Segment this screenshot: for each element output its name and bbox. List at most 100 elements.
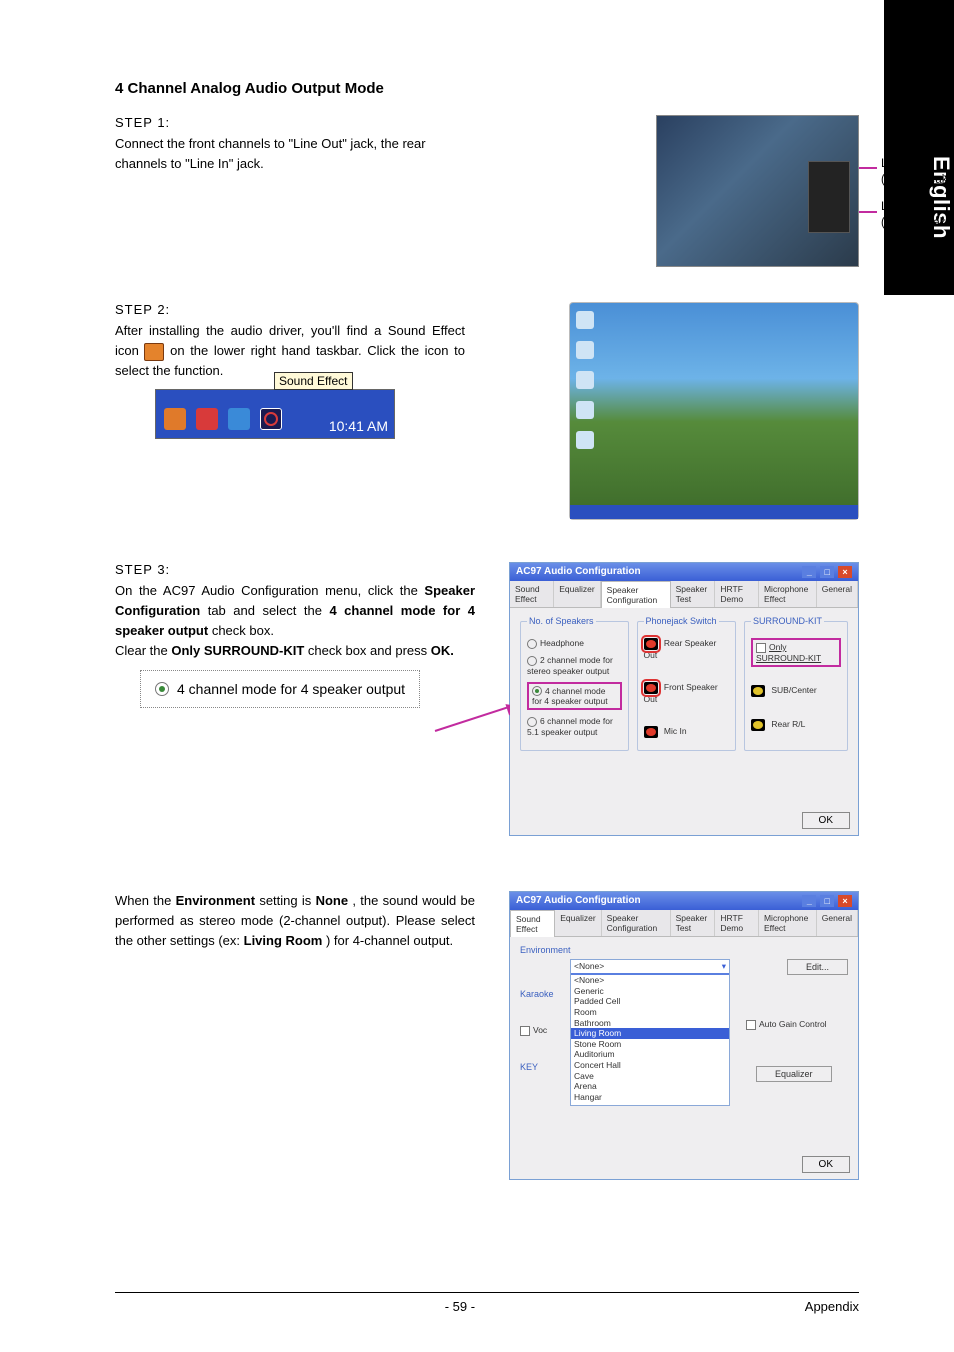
voc-checkbox[interactable]	[520, 1026, 530, 1036]
section-title: 4 Channel Analog Audio Output Mode	[115, 80, 859, 97]
led-sub	[751, 685, 765, 697]
maximize-icon[interactable]: □	[820, 566, 834, 578]
minimize-icon[interactable]: _	[802, 566, 816, 578]
line-out-sub: (Front Speaker Out)	[881, 172, 954, 188]
jack-photo	[656, 115, 859, 267]
equalizer-button[interactable]: Equalizer	[756, 1066, 832, 1082]
env-option[interactable]: Bathroom	[571, 1018, 729, 1029]
taskbar-time: 10:41 AM	[329, 418, 388, 434]
close-icon[interactable]: ×	[838, 566, 852, 578]
side-tab-english: English	[884, 0, 954, 295]
env-option[interactable]: Auditorium	[571, 1049, 729, 1060]
sound-effect-icon	[144, 343, 164, 361]
tab-hrtf[interactable]: HRTF Demo	[715, 910, 759, 936]
tab-sound-effect[interactable]: Sound Effect	[510, 581, 554, 607]
step2-label: STEP 2:	[115, 302, 465, 317]
taskbar-zoom-image: Sound Effect 10:41 AM	[155, 389, 395, 439]
env-option[interactable]: Stone Room	[571, 1039, 729, 1050]
env-option[interactable]: <None>	[571, 975, 729, 986]
ok-button[interactable]: OK	[802, 812, 850, 829]
radio-headphone[interactable]	[527, 639, 537, 649]
radio-6ch[interactable]	[527, 717, 537, 727]
opt-6ch: 6 channel mode for 5.1 speaker output	[527, 716, 613, 737]
tab-speaker-config[interactable]: Speaker Configuration	[601, 581, 671, 608]
step3-line2-c: check box and press	[308, 643, 431, 658]
auto-gain-label: Auto Gain Control	[759, 1019, 827, 1029]
env-option[interactable]: Generic	[571, 986, 729, 997]
tab-equalizer[interactable]: Equalizer	[554, 581, 600, 607]
radio-snippet: 4 channel mode for 4 speaker output	[140, 670, 420, 708]
group-no-speakers: No. of Speakers	[527, 616, 596, 626]
step3-only-surround: Only SURROUND-KIT	[171, 643, 304, 658]
environment-selected: <None>	[574, 961, 604, 972]
opt-2ch: 2 channel mode for stereo speaker output	[527, 655, 613, 676]
radio-4ch[interactable]	[532, 686, 542, 696]
environment-dropdown[interactable]: <None> ▾ <None>GenericPadded CellRoomBat…	[570, 959, 730, 1106]
step3-line1-a: On the AC97 Audio Configuration menu, cl…	[115, 583, 424, 598]
step3-line1-e: check box.	[212, 623, 274, 638]
environment-label: Environment	[520, 945, 848, 955]
env-option[interactable]: Living Room	[571, 1028, 729, 1039]
step3-ok: OK.	[431, 643, 454, 658]
tray-icon	[164, 408, 186, 430]
minimize-icon[interactable]: _	[802, 895, 816, 907]
page-number: - 59 -	[445, 1299, 475, 1314]
opt-headphone: Headphone	[540, 638, 584, 648]
tray-icon	[228, 408, 250, 430]
step3-line1-c: tab and select the	[208, 603, 330, 618]
env-option[interactable]: Concert Hall	[571, 1060, 729, 1071]
tab-speaker-config[interactable]: Speaker Configuration	[602, 910, 671, 936]
led-mic	[644, 726, 658, 738]
opt-4ch: 4 channel mode for 4 speaker output	[532, 686, 608, 707]
label-rear-rl: Rear R/L	[771, 719, 805, 729]
tab-general[interactable]: General	[817, 581, 858, 607]
key-label: KEY	[520, 1062, 560, 1072]
env-b: Environment	[176, 893, 255, 908]
tab-hrtf[interactable]: HRTF Demo	[715, 581, 759, 607]
checkbox-only-surround[interactable]	[756, 643, 766, 653]
tab-speaker-test[interactable]: Speaker Test	[671, 910, 716, 936]
line-in-label: Line In	[881, 198, 954, 215]
step3-label: STEP 3:	[115, 562, 475, 577]
ac97-title: AC97 Audio Configuration	[516, 566, 641, 578]
maximize-icon[interactable]: □	[820, 895, 834, 907]
label-mic-in: Mic In	[664, 726, 687, 736]
tab-mic-effect[interactable]: Microphone Effect	[759, 910, 817, 936]
label-sub-center: SUB/Center	[771, 685, 816, 695]
tab-sound-effect[interactable]: Sound Effect	[510, 910, 555, 937]
env-option[interactable]: Room	[571, 1007, 729, 1018]
tray-icon	[196, 408, 218, 430]
group-surround-kit: SURROUND-KIT	[751, 616, 824, 626]
ac97-title-2: AC97 Audio Configuration	[516, 895, 641, 907]
env-option[interactable]: Hangar	[571, 1092, 729, 1103]
radio-icon	[155, 682, 169, 696]
env-option[interactable]: Arena	[571, 1081, 729, 1092]
env-c: setting is	[259, 893, 315, 908]
chevron-down-icon[interactable]: ▾	[722, 961, 726, 972]
tab-equalizer[interactable]: Equalizer	[555, 910, 601, 936]
edit-button[interactable]: Edit...	[787, 959, 848, 975]
sound-effect-tray-icon	[260, 408, 282, 430]
karaoke-label: Karaoke	[520, 989, 560, 999]
env-d: None	[316, 893, 349, 908]
env-option[interactable]: Cave	[571, 1071, 729, 1082]
footer-section: Appendix	[805, 1299, 859, 1314]
group-phonejack: Phonejack Switch	[644, 616, 719, 626]
step1-label: STEP 1:	[115, 115, 465, 130]
env-g: ) for 4-channel output.	[326, 933, 453, 948]
auto-gain-checkbox[interactable]	[746, 1020, 756, 1030]
env-option[interactable]: Padded Cell	[571, 996, 729, 1007]
tab-mic-effect[interactable]: Microphone Effect	[759, 581, 817, 607]
step1-text: Connect the front channels to "Line Out"…	[115, 134, 465, 174]
radio-2ch[interactable]	[527, 656, 537, 666]
sound-effect-tooltip: Sound Effect	[274, 372, 353, 390]
ac97-dialog-soundeffect: AC97 Audio Configuration _ □ × Sound Eff…	[509, 891, 859, 1180]
env-f: Living Room	[244, 933, 323, 948]
ok-button[interactable]: OK	[802, 1156, 850, 1173]
tab-speaker-test[interactable]: Speaker Test	[671, 581, 716, 607]
env-a: When the	[115, 893, 176, 908]
tab-general[interactable]: General	[817, 910, 858, 936]
close-icon[interactable]: ×	[838, 895, 852, 907]
env-option[interactable]: Carpeted Hallway	[571, 1103, 729, 1106]
led-rearrl	[751, 719, 765, 731]
